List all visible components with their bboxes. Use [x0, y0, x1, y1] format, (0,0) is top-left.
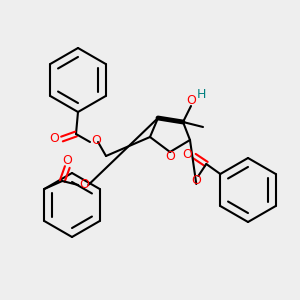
Text: O: O — [182, 148, 192, 160]
Text: O: O — [186, 94, 196, 107]
Text: O: O — [191, 173, 201, 187]
Text: O: O — [91, 134, 101, 146]
Text: O: O — [49, 133, 59, 146]
Text: O: O — [79, 178, 89, 191]
Text: O: O — [165, 151, 175, 164]
Text: O: O — [62, 154, 72, 166]
Text: H: H — [196, 88, 206, 100]
